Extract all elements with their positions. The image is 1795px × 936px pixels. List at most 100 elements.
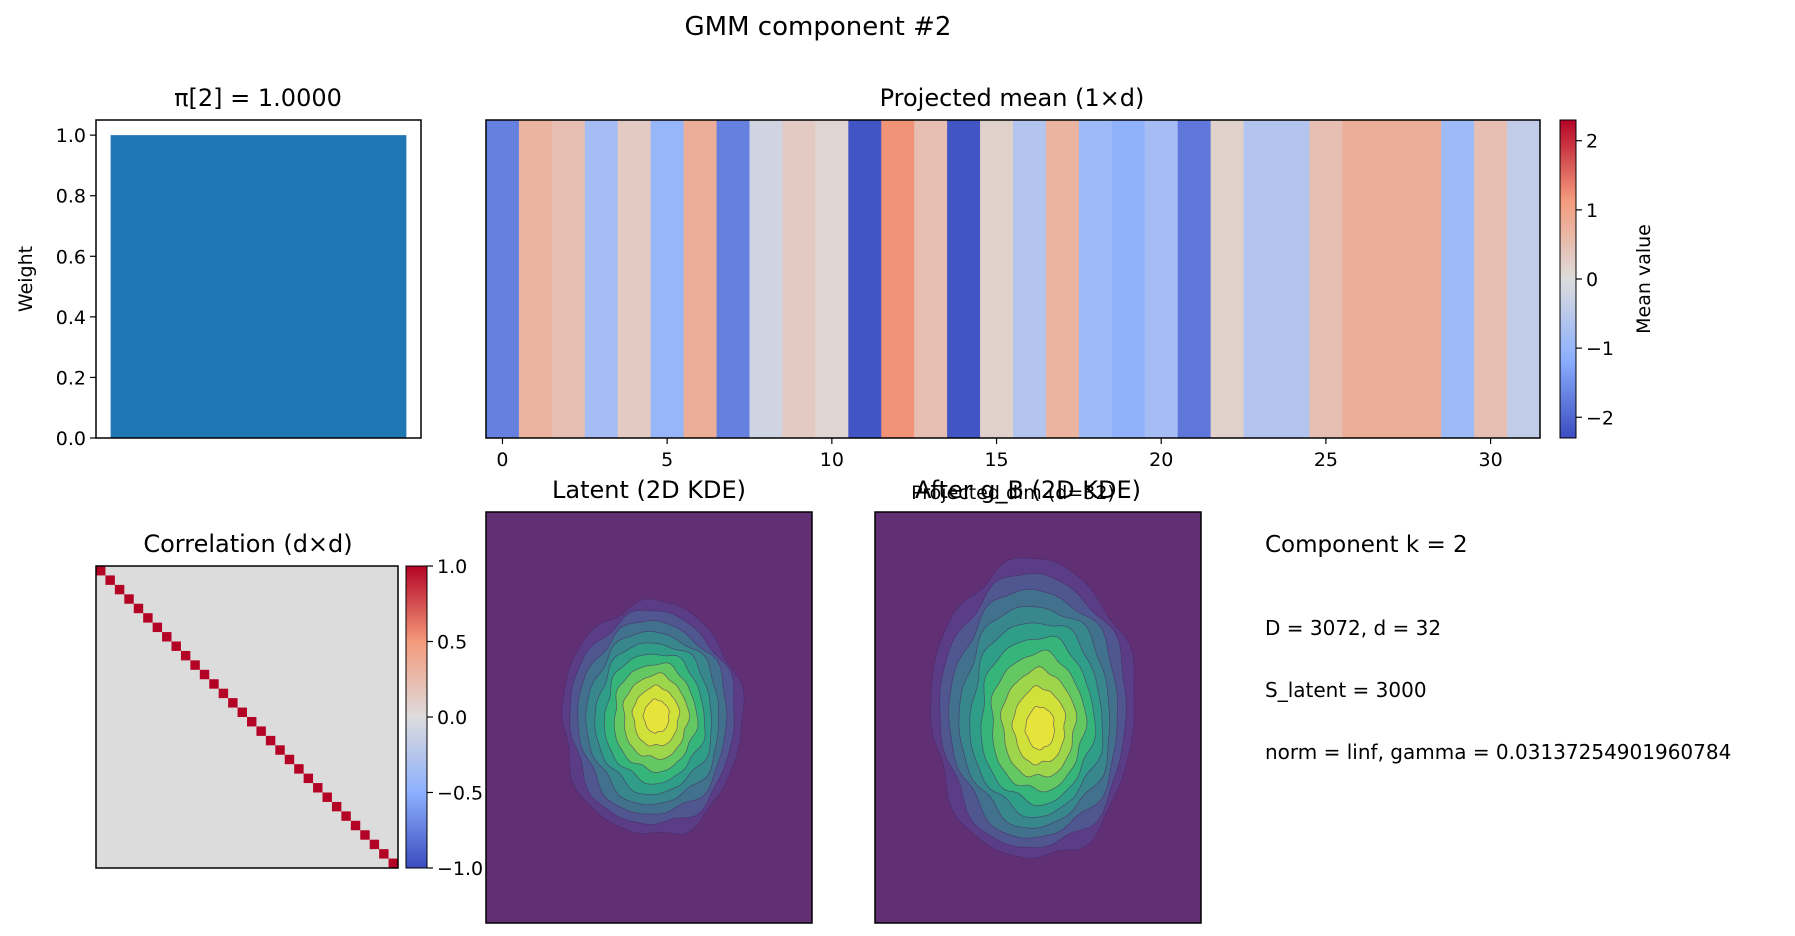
- weight-ytick-label: 0.2: [56, 367, 86, 389]
- corr-diagonal-cell: [171, 641, 181, 651]
- weight-panel-title: π[2] = 1.0000: [174, 84, 342, 112]
- mean-cell: [1177, 120, 1212, 438]
- info-samples: S_latent = 3000: [1265, 678, 1427, 702]
- mean-colorbar-label: Mean value: [1633, 224, 1655, 334]
- mean-axes-frame: [485, 119, 1541, 439]
- mean-cell: [1210, 120, 1245, 438]
- after-axes-frame: [874, 511, 1202, 924]
- corr-diagonal-cell: [237, 707, 247, 717]
- corr-diagonal-cell: [209, 679, 219, 689]
- corr-diagonal-cell: [190, 660, 200, 670]
- mean-cells-layer: [486, 120, 1541, 438]
- mean-cell: [584, 120, 619, 438]
- weight-yticks: 0.0 0.2 0.4 0.6 0.8 1.0: [56, 125, 96, 450]
- mean-xtick-label: 20: [1149, 449, 1173, 471]
- corr-panel: Correlation (d×d) 1.0 0.5 0.0 −0.5 −1.0: [95, 530, 483, 880]
- corr-diagonal-cell: [265, 735, 276, 746]
- corr-diagonal-cell: [228, 698, 238, 708]
- corr-diagonal-cell: [124, 594, 134, 604]
- mean-cell: [1013, 120, 1047, 438]
- corr-panel-title: Correlation (d×d): [143, 530, 352, 558]
- corr-diagonal-cell: [133, 603, 144, 614]
- weight-ylabel: Weight: [15, 246, 37, 312]
- mean-cell: [980, 120, 1014, 438]
- corr-diagonal-cell: [360, 830, 370, 840]
- mean-xtick-label: 15: [984, 449, 1008, 471]
- corr-diagonal-cell: [247, 717, 257, 727]
- info-norm: norm = linf, gamma = 0.03137254901960784: [1265, 740, 1731, 764]
- mean-cell: [782, 120, 816, 438]
- mean-cbar-tick-label: 2: [1586, 131, 1598, 153]
- mean-xtick-label: 30: [1479, 449, 1503, 471]
- mean-colorbar-ticks: 2 1 0 −1 −2: [1576, 131, 1614, 429]
- weight-ytick-label: 0.0: [56, 428, 86, 450]
- mean-cell: [1309, 120, 1343, 438]
- latent-contour-level: [642, 698, 670, 734]
- weight-ytick-label: 0.8: [56, 186, 86, 208]
- mean-cell: [551, 120, 586, 438]
- corr-diagonal-cell: [294, 764, 304, 774]
- corr-cbar-tick-label: 0.0: [437, 707, 467, 729]
- corr-diagonal-cell: [350, 820, 361, 831]
- mean-cell: [1342, 120, 1376, 438]
- corr-cbar-tick-label: 0.5: [437, 632, 467, 654]
- mean-cbar-tick-label: −2: [1586, 407, 1614, 429]
- weight-bar: [110, 135, 407, 438]
- corr-axes-frame: [95, 565, 399, 869]
- mean-xtick-label: 10: [820, 449, 844, 471]
- after-contours-layer: [929, 557, 1135, 859]
- after-panel-title: After g_B (2D KDE): [915, 476, 1141, 504]
- latent-panel-title: Latent (2D KDE): [552, 476, 746, 504]
- weight-ytick-label: 0.6: [56, 246, 86, 268]
- mean-cell: [1507, 120, 1541, 438]
- corr-diagonal-cell: [96, 566, 106, 576]
- weight-panel: π[2] = 1.0000 0.0 0.2 0.4 0.6 0.8 1.0 Weight: [15, 84, 422, 450]
- corr-diagonal-cell: [369, 839, 380, 850]
- corr-diagonal-cell: [218, 688, 229, 699]
- mean-cell: [1111, 120, 1146, 438]
- corr-colorbar-ticks: 1.0 0.5 0.0 −0.5 −1.0: [427, 556, 483, 880]
- mean-cell: [815, 120, 849, 438]
- corr-diagonal-cell: [331, 801, 342, 812]
- mean-cell: [881, 120, 915, 438]
- corr-diagonal-cell: [256, 726, 266, 736]
- corr-cbar-tick-label: −0.5: [437, 783, 483, 805]
- mean-cbar-tick-label: 0: [1586, 269, 1598, 291]
- mean-cell: [1474, 120, 1508, 438]
- mean-cell: [1078, 120, 1113, 438]
- corr-diagonal-cell: [341, 811, 351, 821]
- mean-xtick-label: 5: [661, 449, 673, 471]
- info-dims: D = 3072, d = 32: [1265, 616, 1441, 640]
- mean-xtick-label: 25: [1314, 449, 1338, 471]
- corr-diagonal-cell: [152, 622, 163, 633]
- mean-cell: [914, 120, 948, 438]
- mean-cell: [716, 120, 750, 438]
- mean-cell: [749, 120, 783, 438]
- mean-cell: [1045, 120, 1080, 438]
- mean-panel-title: Projected mean (1×d): [880, 84, 1145, 112]
- corr-cbar-tick-label: 1.0: [437, 556, 467, 578]
- latent-panel: Latent (2D KDE): [485, 476, 813, 924]
- mean-colorbar: [1559, 119, 1577, 439]
- mean-cell: [848, 120, 882, 438]
- corr-cells-layer: [96, 566, 398, 868]
- mean-cell: [1375, 120, 1409, 438]
- latent-axes-frame: [485, 511, 813, 924]
- info-panel: Component k = 2 D = 3072, d = 32 S_laten…: [1265, 532, 1731, 764]
- corr-diagonal-cell: [114, 584, 125, 595]
- corr-diagonal-cell: [379, 849, 389, 859]
- weight-axes-frame: [95, 119, 422, 439]
- weight-ytick-label: 0.4: [56, 307, 86, 329]
- corr-diagonal-cell: [162, 632, 172, 642]
- weight-bar-layer: [110, 135, 407, 438]
- latent-contours-layer: [561, 598, 745, 835]
- corr-diagonal-cell: [275, 745, 285, 755]
- mean-cell: [683, 120, 718, 438]
- mean-cell: [947, 120, 981, 438]
- mean-xticks: 0 5 10 15 20 25 30: [496, 438, 1503, 471]
- mean-cbar-tick-label: 1: [1586, 200, 1598, 222]
- mean-cell: [1441, 120, 1475, 438]
- mean-cbar-tick-label: −1: [1586, 338, 1614, 360]
- mean-cell: [1243, 120, 1277, 438]
